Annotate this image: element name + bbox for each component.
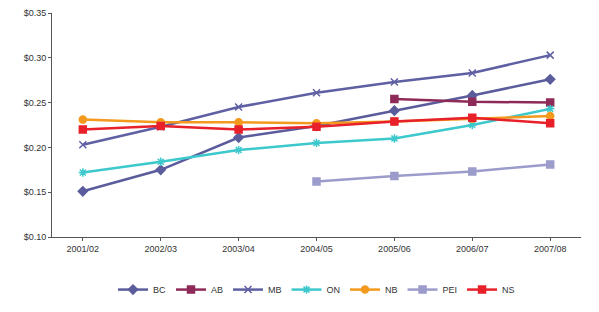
- svg-text:$0.30: $0.30: [24, 53, 47, 63]
- svg-text:2006/07: 2006/07: [456, 244, 489, 254]
- svg-text:2005/06: 2005/06: [378, 244, 411, 254]
- svg-text:2003/04: 2003/04: [222, 244, 255, 254]
- svg-text:2001/02: 2001/02: [67, 244, 100, 254]
- svg-text:PEI: PEI: [443, 285, 458, 295]
- svg-text:MB: MB: [268, 285, 282, 295]
- svg-text:BC: BC: [153, 285, 166, 295]
- svg-text:$0.25: $0.25: [24, 98, 47, 108]
- svg-text:ON: ON: [327, 285, 341, 295]
- svg-text:$0.15: $0.15: [24, 187, 47, 197]
- svg-text:$0.35: $0.35: [24, 8, 47, 18]
- svg-text:$0.20: $0.20: [24, 143, 47, 153]
- svg-text:2002/03: 2002/03: [144, 244, 177, 254]
- svg-text:AB: AB: [211, 285, 223, 295]
- svg-text:2007/08: 2007/08: [534, 244, 567, 254]
- svg-text:NB: NB: [385, 285, 398, 295]
- svg-text:$0.10: $0.10: [24, 232, 47, 242]
- svg-text:NS: NS: [502, 285, 515, 295]
- svg-text:2004/05: 2004/05: [300, 244, 333, 254]
